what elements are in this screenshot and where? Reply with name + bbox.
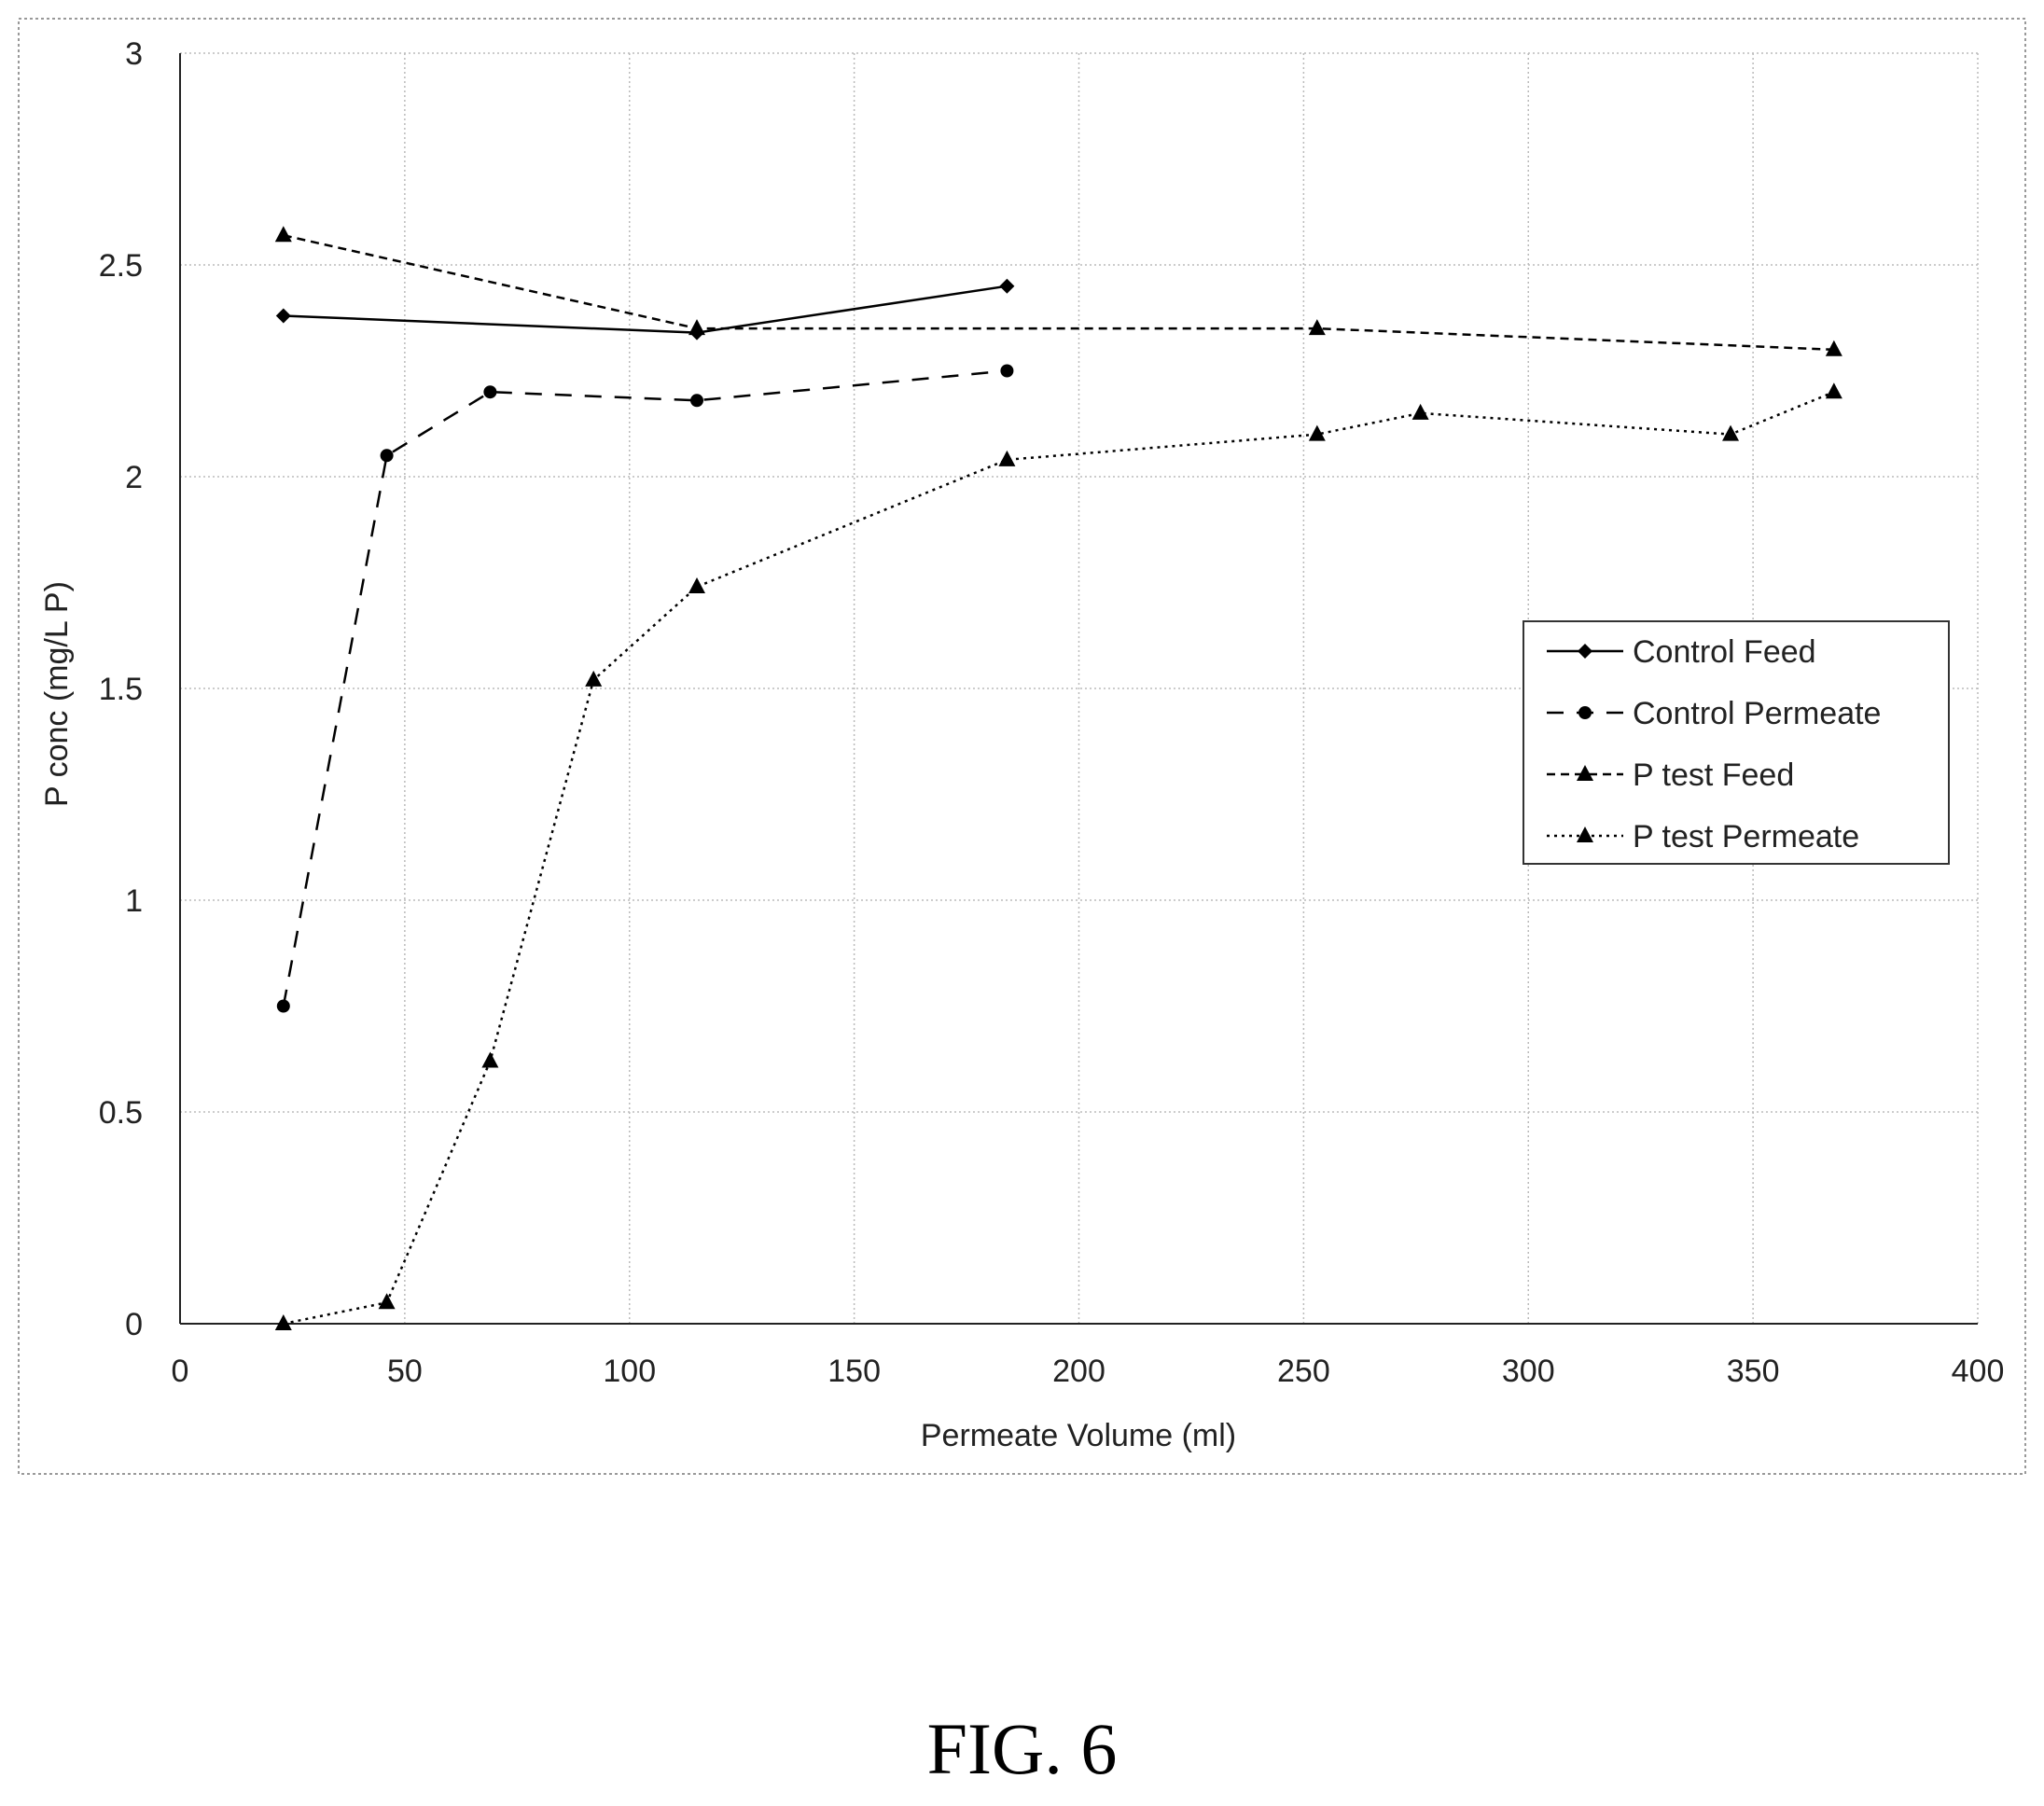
series-line bbox=[283, 391, 1835, 1326]
figure-caption: FIG. 6 bbox=[926, 1708, 1118, 1789]
axes-layer bbox=[179, 53, 1978, 1325]
series-line bbox=[282, 369, 1008, 1007]
x-tick-label: 150 bbox=[827, 1354, 881, 1389]
chart-outer-border bbox=[18, 18, 2026, 1475]
series-line bbox=[283, 285, 1008, 334]
x-tick-label: 200 bbox=[1052, 1354, 1105, 1389]
y-tick-label: 1.5 bbox=[99, 672, 143, 707]
data-point bbox=[380, 449, 394, 463]
tick-labels: 0 50 100 150 200 250 300 350 400 0 0.5 1 1.5 2 2.5 3 bbox=[99, 36, 2005, 1389]
legend-label: Control Permeate bbox=[1633, 696, 1881, 731]
data-point bbox=[1308, 319, 1326, 336]
legend-label: Control Feed bbox=[1633, 634, 1816, 670]
data-point bbox=[998, 450, 1016, 466]
series-layer bbox=[274, 226, 1842, 1330]
data-point bbox=[378, 1293, 396, 1310]
y-axis-label: P conc (mg/L P) bbox=[39, 581, 75, 807]
legend-swatch-marker bbox=[1577, 827, 1593, 842]
x-tick-label: 300 bbox=[1502, 1354, 1555, 1389]
legend-item: Control Feed bbox=[1547, 634, 1816, 670]
series-3 bbox=[274, 382, 1842, 1330]
x-tick-label: 400 bbox=[1952, 1354, 2005, 1389]
series-line bbox=[283, 234, 1834, 352]
data-point bbox=[274, 1314, 292, 1330]
y-tick-label: 1 bbox=[125, 883, 143, 919]
legend-item: Control Permeate bbox=[1547, 696, 1881, 731]
series-0 bbox=[275, 278, 1015, 340]
data-point bbox=[1000, 364, 1014, 378]
x-tick-label: 350 bbox=[1727, 1354, 1780, 1389]
legend: Control Feed Control Permeate P test Feed P… bbox=[1523, 620, 1950, 865]
y-tick-label: 0.5 bbox=[99, 1095, 143, 1131]
data-point bbox=[1411, 403, 1429, 420]
data-point bbox=[688, 577, 706, 594]
data-point bbox=[1722, 424, 1740, 441]
data-point bbox=[1825, 340, 1842, 356]
legend-swatch-marker bbox=[1578, 706, 1592, 719]
legend-label: P test Permeate bbox=[1633, 819, 1859, 854]
data-point bbox=[276, 999, 290, 1013]
data-point bbox=[1825, 382, 1842, 399]
data-point bbox=[690, 394, 704, 408]
x-tick-label: 100 bbox=[603, 1354, 656, 1389]
legend-item: P test Feed bbox=[1547, 757, 1794, 793]
legend-box bbox=[1523, 620, 1950, 865]
data-point bbox=[585, 670, 603, 687]
data-point bbox=[481, 1051, 499, 1068]
grid-layer bbox=[180, 52, 1979, 1324]
x-tick-label: 250 bbox=[1277, 1354, 1330, 1389]
x-tick-label: 50 bbox=[387, 1354, 423, 1389]
data-point bbox=[483, 385, 497, 399]
y-tick-label: 0 bbox=[125, 1307, 143, 1342]
x-tick-label: 0 bbox=[172, 1354, 189, 1389]
series-2 bbox=[274, 226, 1842, 356]
x-axis-label: Permeate Volume (ml) bbox=[921, 1418, 1236, 1453]
series-1 bbox=[276, 364, 1014, 1013]
y-tick-label: 2 bbox=[125, 460, 143, 495]
legend-item: P test Permeate bbox=[1547, 819, 1859, 854]
legend-swatch-marker bbox=[1577, 765, 1593, 781]
legend-swatch-marker bbox=[1578, 644, 1592, 659]
y-tick-label: 2.5 bbox=[99, 248, 143, 284]
data-point bbox=[999, 278, 1015, 294]
data-point bbox=[275, 308, 291, 324]
legend-label: P test Feed bbox=[1633, 757, 1794, 793]
y-tick-label: 3 bbox=[125, 36, 143, 72]
data-point bbox=[1308, 424, 1326, 441]
data-point bbox=[688, 319, 706, 336]
data-point bbox=[274, 226, 292, 243]
